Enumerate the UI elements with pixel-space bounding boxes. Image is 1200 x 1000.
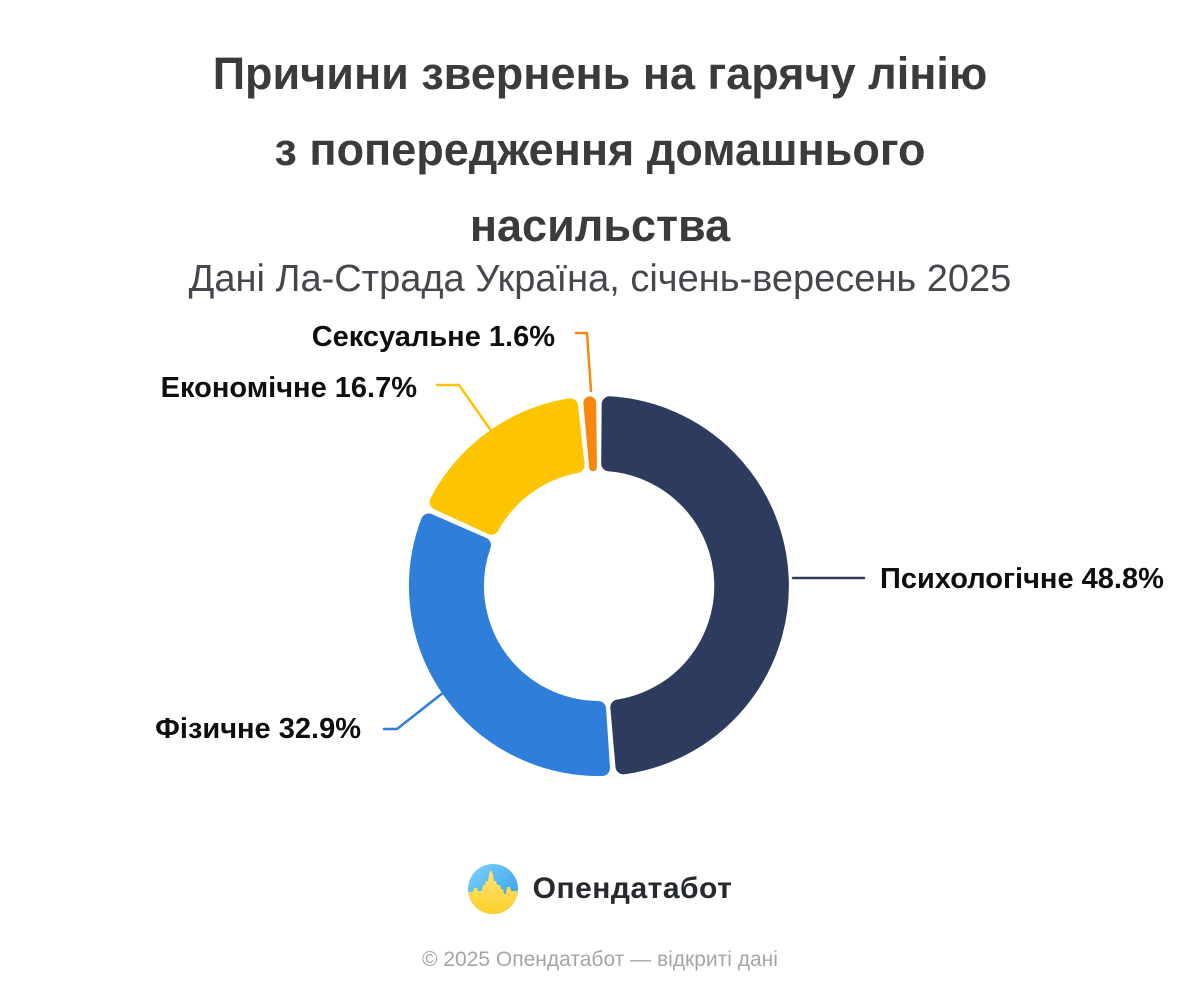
leader-line-ekonomichne — [435, 383, 494, 434]
slice-label-value: 16.7% — [334, 372, 417, 404]
title-line-2: з попередження домашнього — [274, 124, 926, 175]
slice-label-psykholohichne: Психологічне 48.8% — [880, 564, 1164, 594]
leader-line-seksualne — [574, 331, 593, 393]
slice-label-name: Психологічне — [880, 563, 1074, 595]
donut-slice-2 — [427, 396, 587, 537]
donut-slice-1 — [406, 511, 612, 779]
chart-subtitle: Дані Ла-Страда Україна, січень-вересень … — [188, 258, 1012, 300]
title-line-3: насильства — [469, 200, 731, 251]
brand-logo: Опендатабот — [0, 863, 1200, 915]
slice-label-ekonomichne: Економічне 16.7% — [161, 373, 417, 403]
slice-label-name: Фізичне — [155, 713, 271, 745]
slice-label-fizychne: Фізичне 32.9% — [155, 714, 361, 744]
slice-label-name: Економічне — [160, 372, 327, 404]
slice-label-value: 48.8% — [1081, 563, 1164, 595]
donut-slice-0 — [599, 394, 791, 777]
donut-slices-group — [406, 394, 791, 779]
slice-label-value: 32.9% — [278, 713, 361, 745]
donut-slice-3 — [581, 394, 599, 474]
leader-line-fizychne — [382, 690, 446, 731]
brand-logo-text: Опендатабот — [532, 872, 733, 905]
footer-copyright: © 2025 Опендатабот — відкриті дані — [422, 948, 778, 971]
slice-label-seksualne: Сексуальне 1.6% — [312, 322, 555, 352]
slice-label-name: Сексуальне — [311, 321, 481, 353]
leader-lines-group — [382, 331, 866, 731]
opendatabot-logo-icon — [467, 864, 518, 914]
title-line-1: Причини звернень на гарячу лінію — [212, 48, 988, 99]
page-title: Причини звернень на гарячу лінію з попер… — [0, 36, 1200, 264]
slice-label-value: 1.6% — [488, 321, 555, 353]
